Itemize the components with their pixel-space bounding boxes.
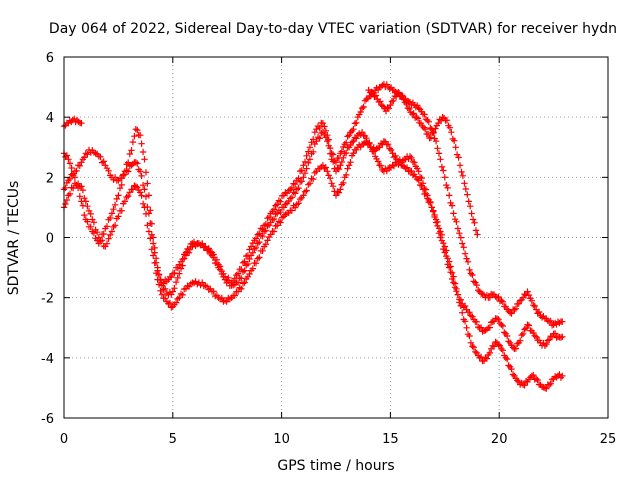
axis-ticks: 0 5 10 15 20 25 -6 -4 -2 0 2 4 6 xyxy=(41,51,616,447)
plus-markers xyxy=(60,138,566,392)
x-tick-label: 25 xyxy=(600,432,617,447)
y-tick-label: -4 xyxy=(41,352,54,367)
y-tick-label: 4 xyxy=(46,111,54,126)
x-axis-label: GPS time / hours xyxy=(277,458,394,474)
grid-lines xyxy=(64,57,608,418)
x-tick-label: 5 xyxy=(169,432,177,447)
y-tick-label: 2 xyxy=(46,171,54,186)
x-tick-label: 20 xyxy=(491,432,508,447)
y-tick-label: -6 xyxy=(41,412,54,427)
y-tick-label: 6 xyxy=(46,51,54,66)
y-tick-label: -2 xyxy=(41,292,54,307)
y-axis-label: SDTVAR / TECUs xyxy=(6,181,22,296)
x-tick-label: 15 xyxy=(382,432,399,447)
series-track-c xyxy=(60,138,566,392)
chart-title: Day 064 of 2022, Sidereal Day-to-day VTE… xyxy=(49,21,617,37)
plus-markers xyxy=(60,129,566,352)
y-tick-label: 0 xyxy=(46,232,54,247)
series-track-a xyxy=(60,80,566,329)
data-points xyxy=(60,80,566,392)
x-tick-label: 10 xyxy=(273,432,290,447)
x-tick-label: 0 xyxy=(60,432,68,447)
plus-markers xyxy=(60,80,566,329)
series-track-b xyxy=(60,129,566,352)
